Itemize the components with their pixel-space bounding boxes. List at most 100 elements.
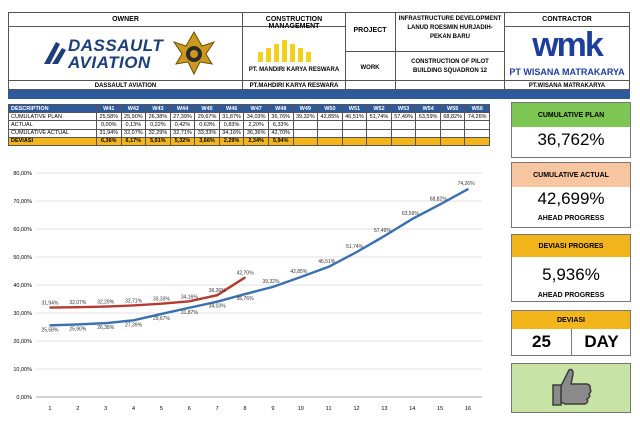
data-label-actual: 36,36% <box>209 288 227 294</box>
data-point-plan <box>467 188 469 190</box>
header-hline-bottom <box>8 80 630 81</box>
header-divider-4 <box>504 12 505 90</box>
table-cell: 31,94% <box>96 128 122 138</box>
deviation-card: DEVIASI PROGRES 5,936% AHEAD PROGRESS <box>511 234 631 302</box>
data-label-plan: 42,85% <box>290 269 308 275</box>
table-cell: 32,07% <box>120 128 147 138</box>
actual-card-note: AHEAD PROGRESS <box>537 215 605 222</box>
table-header-week: W53 <box>390 103 417 114</box>
x-tick-label: 15 <box>437 406 443 412</box>
project-label: PROJECT <box>353 27 387 34</box>
x-tick-label: 7 <box>216 406 219 412</box>
table-cell: 2,34% <box>243 136 269 146</box>
data-point-actual <box>160 302 163 305</box>
airforce-emblem-icon <box>172 28 216 78</box>
y-tick-label: 80,00% <box>13 171 32 177</box>
table-cell: 2,20% <box>243 120 269 130</box>
cm-name-2: PT.MAHDIRI KARYA RESWARA <box>249 83 339 89</box>
table-cell <box>341 136 368 146</box>
data-label-plan: 29,67% <box>153 316 171 322</box>
data-point-actual <box>188 300 191 303</box>
header-hline-mid <box>345 51 504 52</box>
plan-card: CUMULATIVE PLAN 36,762% <box>511 102 631 158</box>
table-row-label: CUMULATIVE PLAN <box>8 112 97 122</box>
dassault-logo: DASSAULT AVIATION <box>40 36 170 72</box>
table-cell <box>317 128 343 138</box>
table-cell <box>439 120 466 130</box>
contractor-label: CONTRACTOR <box>542 16 592 23</box>
x-tick-label: 9 <box>271 406 274 412</box>
table-row: DEVIASI 6,36% 6,17% 5,91% 5,32% 3,66% 2,29% 2,3… <box>8 136 490 146</box>
data-point-plan <box>244 293 246 295</box>
table-cell <box>415 120 441 130</box>
owner-label: OWNER <box>112 16 139 23</box>
table-cell: 25,90% <box>120 112 147 122</box>
table-cell: 32,71% <box>169 128 196 138</box>
y-tick-label: 40,00% <box>13 283 32 289</box>
data-label-plan: 74,26% <box>458 181 476 187</box>
x-tick-label: 16 <box>465 406 471 412</box>
data-point-plan <box>160 313 163 315</box>
data-point-actual <box>104 305 107 308</box>
x-tick-label: 8 <box>244 406 247 412</box>
table-cell: 0,83% <box>218 120 245 130</box>
table-cell: 34,16% <box>218 128 245 138</box>
cm-name-1: PT. MANDIRI KARYA RESWARA <box>248 67 340 73</box>
work-label: WORK <box>360 65 380 71</box>
table-cell: 74,26% <box>464 112 490 122</box>
data-point-plan <box>300 276 302 278</box>
data-point-plan <box>439 203 441 206</box>
data-point-plan <box>383 235 386 237</box>
thumbs-up-icon <box>552 368 592 406</box>
project-value: INFRASTRUCTURE DEVELOPMENT LANUD ROESMIN… <box>398 16 502 40</box>
x-tick-label: 13 <box>381 406 387 412</box>
table-header-week: W47 <box>243 103 269 114</box>
data-label-actual: 33,33% <box>153 297 171 303</box>
table-cell: 46,51% <box>341 112 368 122</box>
table-cell: 39,32% <box>292 112 319 122</box>
table-header-week: W51 <box>341 103 368 114</box>
deviation-card-value: 5,936% <box>542 265 600 284</box>
table-cell: 0,63% <box>194 120 220 130</box>
table-cell: 31,87% <box>218 112 245 122</box>
data-label-plan: 25,90% <box>69 326 87 332</box>
table-cell <box>390 128 417 138</box>
table-header-week: W52 <box>366 103 392 114</box>
data-point-actual <box>49 306 51 309</box>
table-cell: 57,49% <box>390 112 417 122</box>
header-divider-1 <box>242 12 243 90</box>
table-cell: 2,29% <box>218 136 245 146</box>
data-point-actual <box>216 294 218 296</box>
data-label-plan: 31,87% <box>181 310 199 316</box>
table-header-week: W45 <box>194 103 220 114</box>
table-cell <box>366 128 392 138</box>
data-label-plan: 27,39% <box>125 322 143 328</box>
actual-card-value: 42,699% <box>537 189 605 208</box>
x-tick-label: 10 <box>298 406 304 412</box>
data-point-plan <box>216 300 218 303</box>
y-tick-label: 0,00% <box>16 395 32 401</box>
owner-name: DASSAULT AVIATION <box>94 83 157 89</box>
table-cell: 26,38% <box>145 112 171 122</box>
table-cell <box>366 136 392 146</box>
table-cell: 34,03% <box>243 112 269 122</box>
table-row: CUMULATIVE ACTUAL 31,94% 32,07% 32,29% 32,71… <box>8 128 490 138</box>
data-point-actual <box>132 304 135 307</box>
days-card: DEVIASI 25 DAY <box>511 310 631 356</box>
table-cell: 36,36% <box>243 128 269 138</box>
table-cell <box>390 120 417 130</box>
days-card-title: DEVIASI <box>512 311 630 329</box>
table-cell <box>464 128 490 138</box>
table-cell <box>439 128 466 138</box>
deviation-card-title: DEVIASI PROGRES <box>512 235 630 257</box>
data-label-plan: 26,38% <box>97 325 115 331</box>
owner-logo-line1: DASSAULT <box>68 36 164 55</box>
data-point-plan <box>77 323 79 326</box>
contractor-name-2: PT.WISANA MATRAKARYA <box>528 83 606 89</box>
x-tick-label: 12 <box>354 406 360 412</box>
cm-label: CONSTRUCTION MANAGEMENT <box>265 16 323 30</box>
table-cell: 6,36% <box>96 136 122 146</box>
data-label-plan: 25,58% <box>41 327 59 333</box>
y-tick-label: 70,00% <box>13 199 32 205</box>
table-cell <box>390 136 417 146</box>
